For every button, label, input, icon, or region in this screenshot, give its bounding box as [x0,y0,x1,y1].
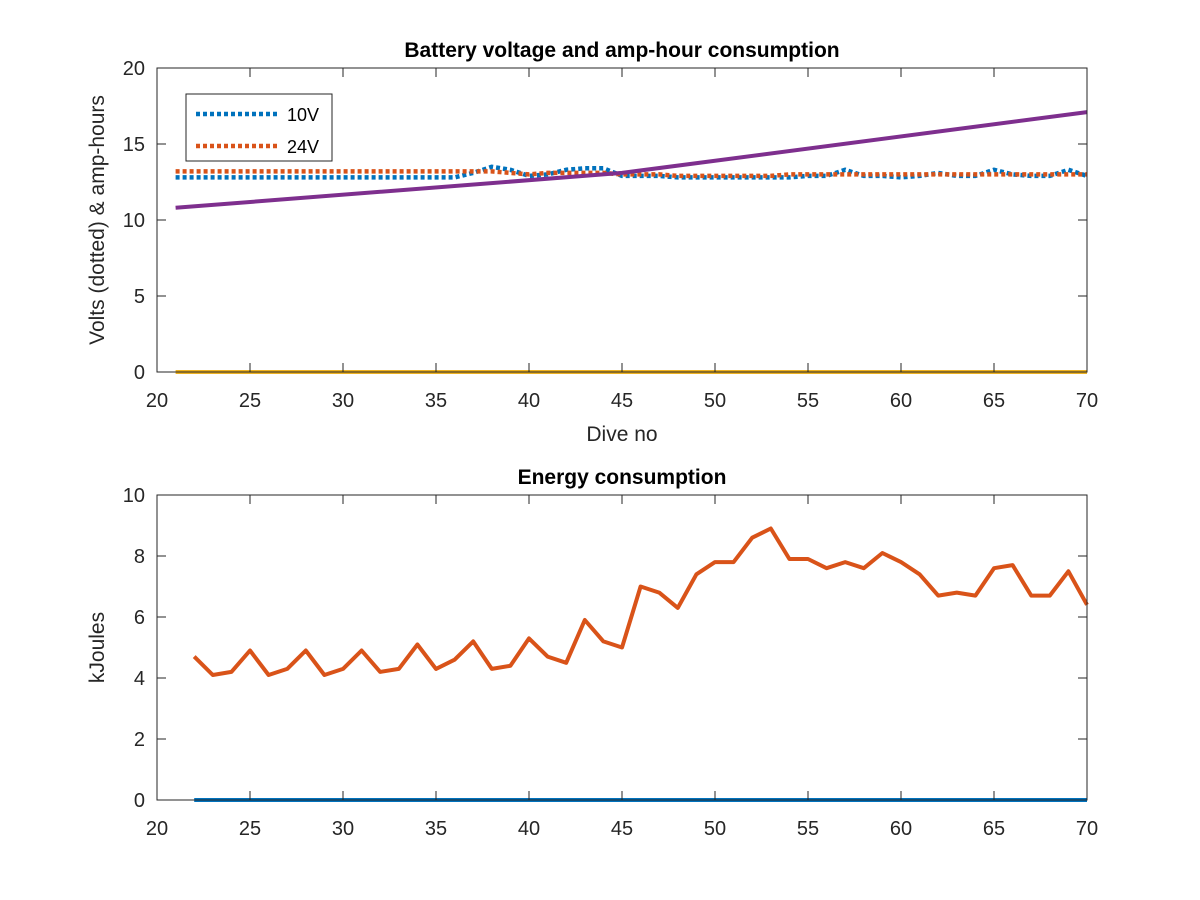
energy-y-tick-label: 0 [134,790,145,812]
energy-x-tick-label: 20 [146,818,168,840]
energy-y-tick-label: 10 [123,485,145,507]
voltage-x-tick-label: 30 [332,390,354,412]
voltage-x-tick-label: 35 [425,390,447,412]
energy-x-tick-label: 35 [425,818,447,840]
voltage-x-tick-label: 20 [146,390,168,412]
energy-y-tick-label: 8 [134,546,145,568]
energy-chart-title: Energy consumption [518,466,727,489]
energy-series-1-line [192,526,1089,677]
voltage-y-tick-label: 10 [123,210,145,232]
voltage-chart-title: Battery voltage and amp-hour consumption [404,39,839,62]
voltage-x-tick-label: 55 [797,390,819,412]
energy-x-tick-label: 60 [890,818,912,840]
voltage-y-tick-label: 15 [123,134,145,156]
voltage-x-tick-label: 25 [239,390,261,412]
legend-label-24v: 24V [287,137,319,157]
energy-y-axis-label: kJoules [86,612,109,683]
voltage-series-3-line [175,110,1088,210]
legend-label-10v: 10V [287,105,319,125]
voltage-x-tick-label: 50 [704,390,726,412]
legend-box [185,93,333,162]
energy-x-tick-label: 50 [704,818,726,840]
voltage-x-tick-label: 40 [518,390,540,412]
voltage-y-tick-label: 5 [134,286,145,308]
energy-y-tick-label: 2 [134,729,145,751]
energy-subplot: 20 25 30 35 40 45 50 55 60 65 70 0 2 4 6 8 10 Energy con… [86,466,1098,840]
voltage-subplot: 20 25 30 35 40 45 50 55 60 65 70 0 5 10 15 20 Battery v… [86,39,1098,446]
voltage-y-axis-label: Volts (dotted) & amp-hours [86,95,109,345]
voltage-x-tick-label: 65 [983,390,1005,412]
energy-y-tick-label: 6 [134,607,145,629]
voltage-y-tick-label: 0 [134,362,145,384]
voltage-x-tick-label: 60 [890,390,912,412]
energy-x-tick-label: 65 [983,818,1005,840]
energy-x-tick-label: 25 [239,818,261,840]
voltage-y-tick-label: 20 [123,58,145,80]
voltage-x-axis-label: Dive no [586,423,657,446]
energy-x-tick-label: 55 [797,818,819,840]
energy-x-tick-label: 70 [1076,818,1098,840]
voltage-series-24v-line [175,169,1087,179]
voltage-legend: 10V 24V [185,93,333,162]
voltage-x-tick-label: 45 [611,390,633,412]
energy-x-tick-label: 40 [518,818,540,840]
energy-x-tick-label: 30 [332,818,354,840]
energy-x-tick-label: 45 [611,818,633,840]
voltage-x-tick-label: 70 [1076,390,1098,412]
energy-y-tick-label: 4 [134,668,145,690]
